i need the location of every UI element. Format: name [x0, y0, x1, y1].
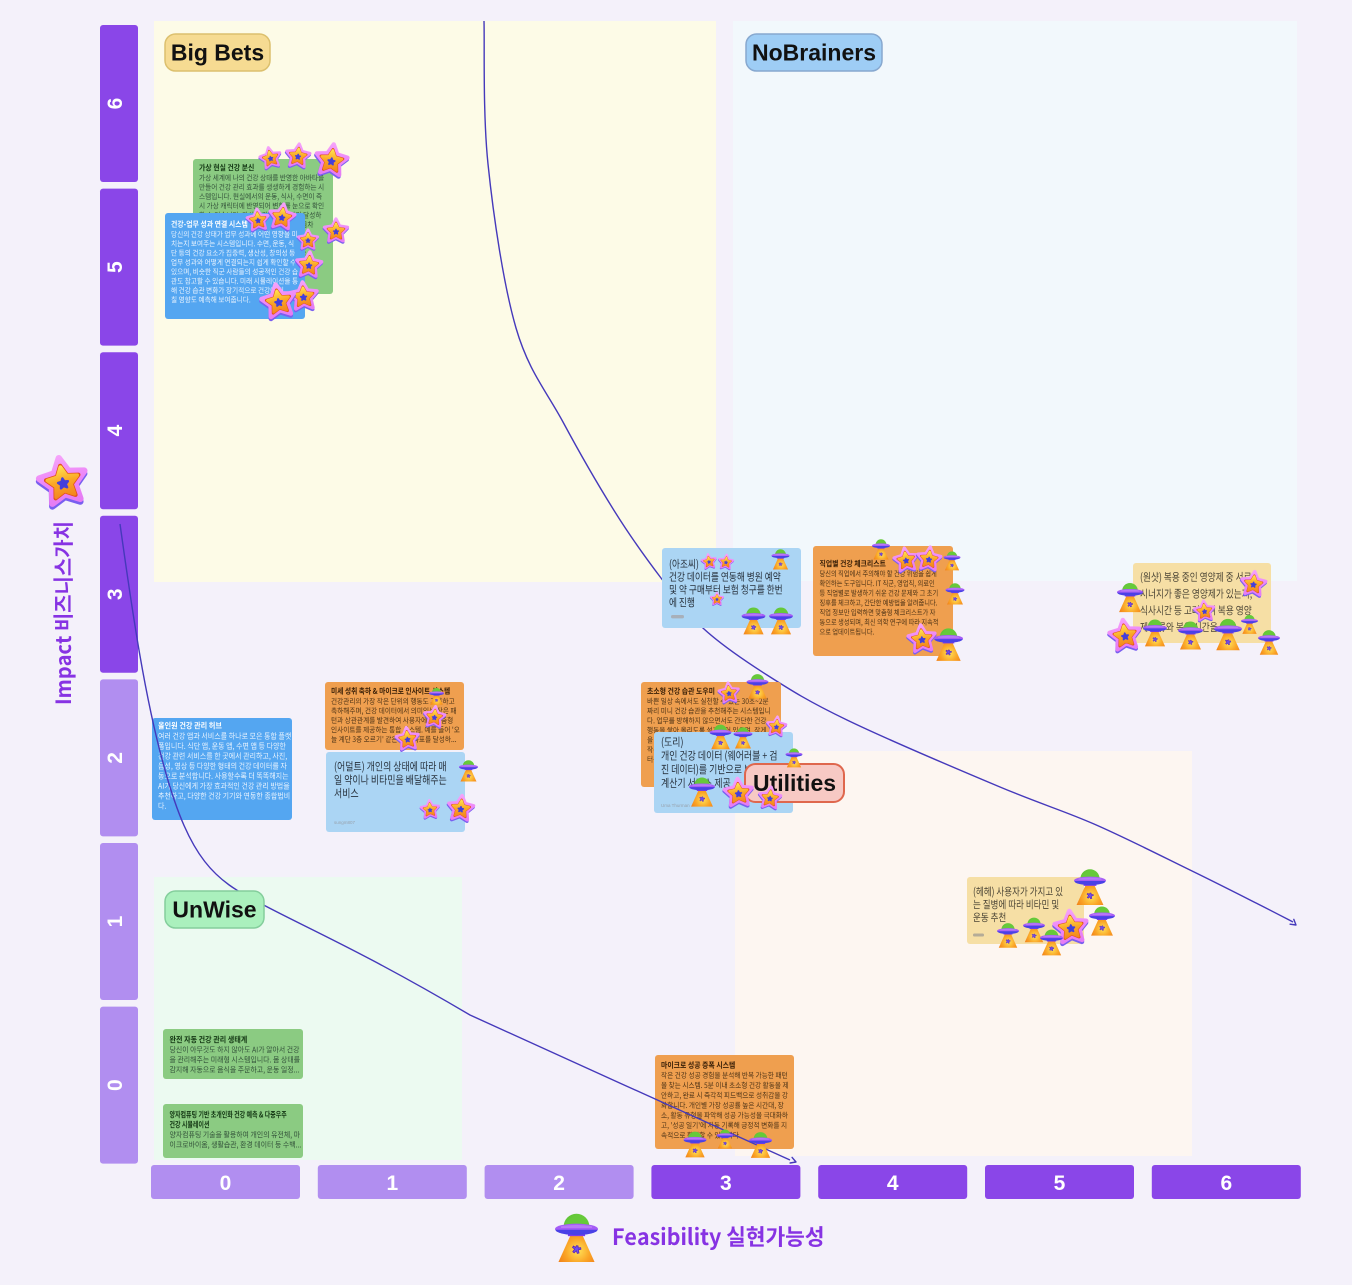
- svg-text:NoBrainers: NoBrainers: [752, 40, 876, 66]
- svg-text:4: 4: [104, 425, 127, 437]
- svg-text:1: 1: [386, 1172, 398, 1195]
- svg-text:sungm807: sungm807: [334, 820, 356, 825]
- svg-text:1: 1: [104, 915, 127, 927]
- svg-text:5: 5: [104, 261, 127, 273]
- svg-text:0: 0: [220, 1172, 232, 1195]
- svg-text:3: 3: [104, 588, 127, 600]
- svg-text:Big Bets: Big Bets: [171, 40, 264, 66]
- svg-text:Uma Thurman: Uma Thurman: [661, 803, 690, 808]
- svg-text:5: 5: [1054, 1172, 1066, 1195]
- svg-text:2: 2: [104, 752, 127, 764]
- svg-text:3: 3: [720, 1172, 732, 1195]
- svg-text:2: 2: [553, 1172, 565, 1195]
- svg-text:6: 6: [104, 98, 127, 110]
- svg-text:4: 4: [887, 1172, 899, 1195]
- svg-text:UnWise: UnWise: [172, 897, 256, 923]
- svg-text:6: 6: [1220, 1172, 1232, 1195]
- svg-text:0: 0: [104, 1079, 127, 1091]
